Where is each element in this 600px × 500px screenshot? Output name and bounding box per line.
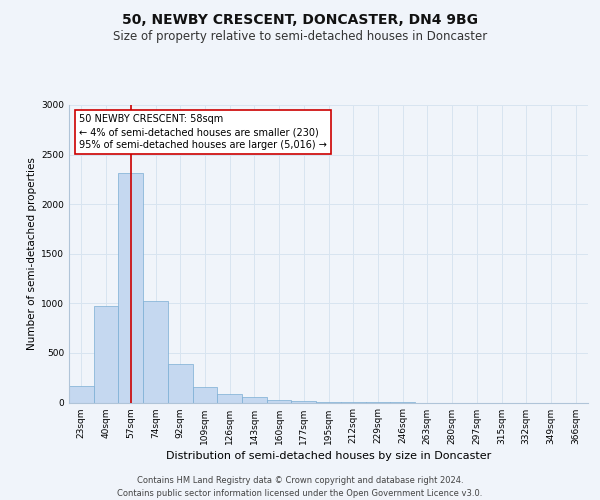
Bar: [94, 306, 118, 402]
Bar: [168, 364, 193, 403]
Bar: [267, 400, 292, 402]
Y-axis label: Number of semi-detached properties: Number of semi-detached properties: [27, 158, 37, 350]
Bar: [292, 400, 316, 402]
X-axis label: Distribution of semi-detached houses by size in Doncaster: Distribution of semi-detached houses by …: [166, 450, 491, 460]
Text: 50 NEWBY CRESCENT: 58sqm
← 4% of semi-detached houses are smaller (230)
95% of s: 50 NEWBY CRESCENT: 58sqm ← 4% of semi-de…: [79, 114, 327, 150]
Bar: [118, 174, 143, 402]
Text: Size of property relative to semi-detached houses in Doncaster: Size of property relative to semi-detach…: [113, 30, 487, 43]
Text: Contains HM Land Registry data © Crown copyright and database right 2024.
Contai: Contains HM Land Registry data © Crown c…: [118, 476, 482, 498]
Bar: [143, 302, 168, 402]
Bar: [193, 386, 217, 402]
Text: 50, NEWBY CRESCENT, DONCASTER, DN4 9BG: 50, NEWBY CRESCENT, DONCASTER, DN4 9BG: [122, 12, 478, 26]
Bar: [242, 397, 267, 402]
Bar: [217, 394, 242, 402]
Bar: [69, 386, 94, 402]
